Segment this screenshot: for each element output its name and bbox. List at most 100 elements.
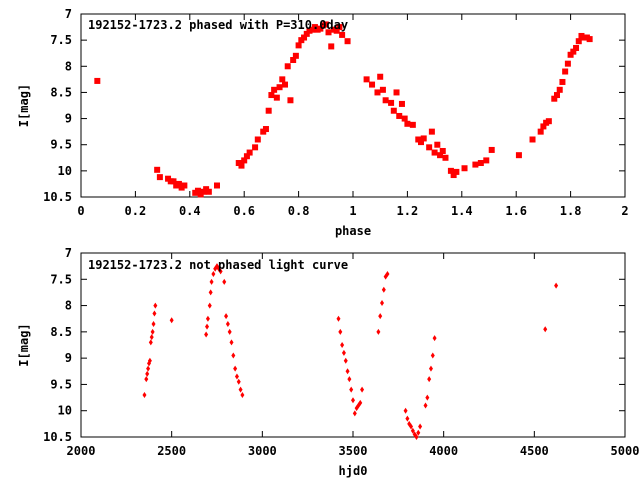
- data-point: [559, 78, 566, 85]
- data-point: [336, 315, 341, 322]
- data-point: [279, 76, 286, 83]
- data-point: [290, 57, 297, 64]
- data-point: [432, 335, 437, 342]
- data-point: [396, 112, 403, 119]
- data-point: [225, 320, 230, 327]
- data-point: [390, 107, 397, 114]
- y-tick-label: 8.5: [50, 325, 72, 339]
- data-point: [398, 100, 405, 107]
- data-point: [405, 415, 410, 422]
- y-tick-label: 7.5: [50, 33, 72, 47]
- data-point: [241, 157, 248, 164]
- data-point: [169, 317, 174, 324]
- data-point: [325, 29, 332, 36]
- data-point: [426, 144, 433, 151]
- data-point: [369, 81, 376, 88]
- plot-frame: [80, 13, 626, 198]
- data-point: [564, 60, 571, 67]
- data-point: [338, 328, 343, 335]
- data-point: [409, 423, 414, 430]
- data-point: [437, 152, 444, 159]
- data-point: [404, 120, 411, 127]
- data-point: [224, 313, 229, 320]
- x-tick-label: 1.4: [451, 204, 473, 218]
- data-point: [420, 135, 427, 142]
- y-tick-label: 10: [58, 164, 72, 178]
- data-point: [240, 391, 245, 398]
- x-tick-label: 0.4: [179, 204, 201, 218]
- data-point: [488, 146, 495, 153]
- data-point: [333, 27, 340, 34]
- y-tick-label: 7: [65, 246, 72, 260]
- data-point: [410, 427, 415, 434]
- data-point: [153, 302, 158, 309]
- data-point: [208, 289, 213, 296]
- x-tick-label: 3500: [339, 444, 368, 458]
- y-tick-label: 8: [65, 299, 72, 313]
- data-point: [284, 63, 291, 70]
- data-point: [409, 121, 416, 128]
- data-point: [214, 182, 220, 189]
- data-point: [343, 357, 348, 364]
- data-point: [374, 89, 381, 96]
- x-tick-label: 0.6: [233, 204, 255, 218]
- x-tick-label: 4500: [520, 444, 549, 458]
- data-point: [142, 391, 147, 398]
- data-point: [562, 68, 569, 75]
- x-tick-label: 0: [77, 204, 84, 218]
- phased-light-curve-plot: 0 0.2 0.4 0.6 0.8 1 1.2 1.4 1.6 1.8 2 7 7.5 8 8.5 9 9.5 1…: [17, 7, 629, 238]
- plot-title: 192152-1723.2 not phased light curve: [88, 258, 348, 272]
- x-tick-label: 0.8: [288, 204, 310, 218]
- data-point: [554, 92, 560, 99]
- data-point: [345, 368, 350, 375]
- data-point: [434, 141, 441, 148]
- data-point: [382, 97, 389, 104]
- data-point: [194, 187, 201, 194]
- data-point: [428, 365, 433, 372]
- data-point: [147, 357, 152, 364]
- data-point: [379, 86, 386, 93]
- data-point: [322, 21, 329, 28]
- data-point: [234, 373, 239, 380]
- x-tick-label: 1: [349, 204, 356, 218]
- data-point: [287, 97, 294, 104]
- x-tick-label: 3000: [248, 444, 277, 458]
- data-point: [425, 394, 430, 401]
- data-point: [231, 352, 236, 359]
- data-point: [556, 86, 563, 93]
- data-point: [427, 376, 432, 383]
- data-point: [265, 107, 272, 114]
- data-point: [205, 315, 210, 322]
- data-point: [246, 149, 253, 156]
- data-point: [378, 313, 383, 320]
- data-point: [254, 136, 261, 143]
- x-tick-label: 2000: [67, 444, 96, 458]
- data-point: [431, 149, 438, 156]
- data-point: [236, 378, 241, 385]
- data-point: [181, 182, 188, 189]
- data-point: [347, 376, 352, 383]
- y-tick-label: 8: [65, 59, 72, 73]
- data-point: [385, 271, 390, 278]
- data-point: [352, 410, 357, 417]
- data-point: [401, 115, 408, 122]
- data-point: [292, 52, 299, 59]
- data-point: [358, 399, 363, 406]
- data-point: [339, 31, 346, 38]
- data-point: [151, 320, 156, 327]
- y-axis-label: I[mag]: [17, 323, 31, 366]
- data-point: [252, 144, 259, 151]
- data-point: [418, 423, 423, 430]
- data-point: [205, 188, 212, 195]
- data-point: [148, 339, 153, 346]
- data-point: [146, 365, 151, 372]
- data-point: [477, 160, 484, 167]
- data-point: [453, 168, 460, 175]
- data-point: [430, 352, 435, 359]
- data-point: [575, 38, 582, 45]
- data-point: [393, 89, 400, 96]
- x-tick-label: 4000: [429, 444, 458, 458]
- data-point: [543, 326, 548, 333]
- data-point: [209, 278, 214, 285]
- x-tick-label: 1.6: [505, 204, 527, 218]
